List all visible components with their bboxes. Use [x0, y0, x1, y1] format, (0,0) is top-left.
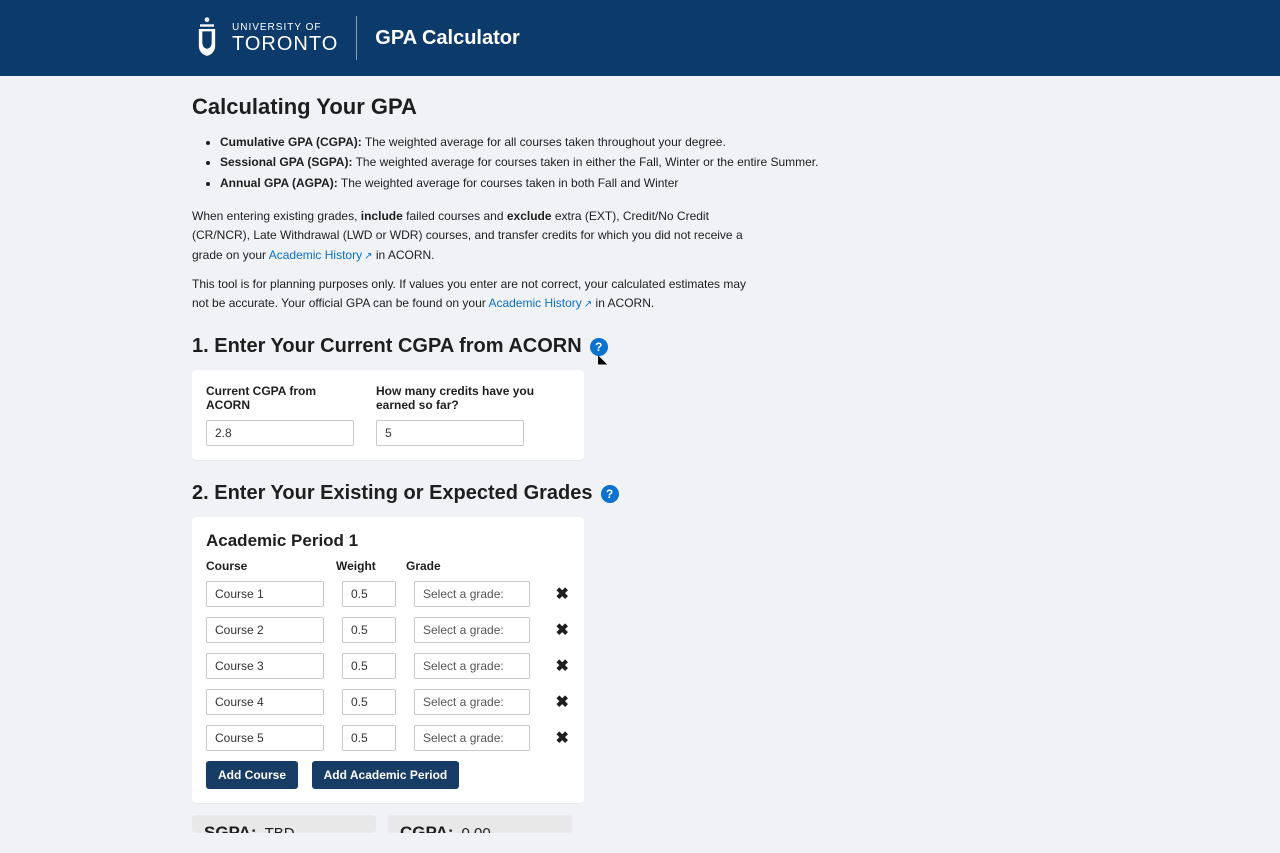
def-sgpa: Sessional GPA (SGPA): The weighted avera… [220, 152, 1092, 172]
remove-course-icon[interactable]: ✖ [554, 586, 570, 602]
grades-table-header: Course Weight Grade [206, 559, 570, 573]
course-row: Select a grade: ✖ [206, 653, 570, 679]
def-cgpa: Cumulative GPA (CGPA): The weighted aver… [220, 132, 1092, 152]
course-name-input[interactable] [206, 725, 324, 751]
step-1-card: Current CGPA from ACORN How many credits… [192, 370, 584, 460]
sgpa-result: SGPA:TBD [192, 815, 376, 833]
remove-course-icon[interactable]: ✖ [554, 622, 570, 638]
course-name-input[interactable] [206, 653, 324, 679]
cgpa-result: CGPA:0.00 [388, 815, 572, 833]
remove-course-icon[interactable]: ✖ [554, 658, 570, 674]
university-line2: TORONTO [232, 33, 338, 55]
col-header-course: Course [206, 559, 336, 573]
remove-course-icon[interactable]: ✖ [554, 694, 570, 710]
step-1-title: 1. Enter Your Current CGPA from ACORN ? [192, 335, 1092, 358]
course-name-input[interactable] [206, 581, 324, 607]
course-name-input[interactable] [206, 617, 324, 643]
course-grade-select[interactable]: Select a grade: [414, 689, 530, 715]
course-grade-select[interactable]: Select a grade: [414, 581, 530, 607]
add-academic-period-button[interactable]: Add Academic Period [312, 761, 460, 789]
credits-earned-input[interactable] [376, 420, 524, 446]
step-2-card: Academic Period 1 Course Weight Grade Se… [192, 517, 584, 803]
course-weight-input[interactable] [342, 617, 396, 643]
academic-period-title: Academic Period 1 [206, 531, 570, 551]
help-icon[interactable]: ? [601, 485, 619, 503]
header-divider [356, 16, 357, 60]
remove-course-icon[interactable]: ✖ [554, 730, 570, 746]
course-row: Select a grade: ✖ [206, 689, 570, 715]
course-grade-select[interactable]: Select a grade: [414, 617, 530, 643]
course-weight-input[interactable] [342, 581, 396, 607]
course-grade-select[interactable]: Select a grade: [414, 725, 530, 751]
app-title: GPA Calculator [375, 27, 519, 50]
course-row: Select a grade: ✖ [206, 617, 570, 643]
academic-history-link-1[interactable]: Academic History↗ [269, 248, 373, 262]
course-row: Select a grade: ✖ [206, 725, 570, 751]
course-row: Select a grade: ✖ [206, 581, 570, 607]
course-weight-input[interactable] [342, 725, 396, 751]
instructions-paragraph-2: This tool is for planning purposes only.… [192, 275, 752, 313]
current-cgpa-input[interactable] [206, 420, 354, 446]
gpa-definitions-list: Cumulative GPA (CGPA): The weighted aver… [220, 132, 1092, 193]
university-crest-icon [192, 14, 222, 62]
def-agpa: Annual GPA (AGPA): The weighted average … [220, 173, 1092, 193]
col-header-weight: Weight [336, 559, 406, 573]
header: UNIVERSITY OF TORONTO GPA Calculator [0, 0, 1280, 76]
course-name-input[interactable] [206, 689, 324, 715]
course-weight-input[interactable] [342, 689, 396, 715]
col-header-grade: Grade [406, 559, 531, 573]
add-course-button[interactable]: Add Course [206, 761, 298, 789]
course-grade-select[interactable]: Select a grade: [414, 653, 530, 679]
credits-earned-label: How many credits have you earned so far? [376, 384, 570, 412]
instructions-paragraph-1: When entering existing grades, include f… [192, 207, 752, 265]
page-title: Calculating Your GPA [192, 94, 1092, 120]
university-wordmark: UNIVERSITY OF TORONTO [232, 22, 338, 55]
course-weight-input[interactable] [342, 653, 396, 679]
results-row: SGPA:TBD CGPA:0.00 [192, 815, 1092, 833]
help-icon[interactable]: ? [590, 338, 608, 356]
academic-history-link-2[interactable]: Academic History↗ [488, 296, 592, 310]
step-2-title: 2. Enter Your Existing or Expected Grade… [192, 482, 1092, 505]
current-cgpa-label: Current CGPA from ACORN [206, 384, 354, 412]
external-link-icon: ↗ [584, 299, 592, 310]
university-line1: UNIVERSITY OF [232, 22, 338, 33]
